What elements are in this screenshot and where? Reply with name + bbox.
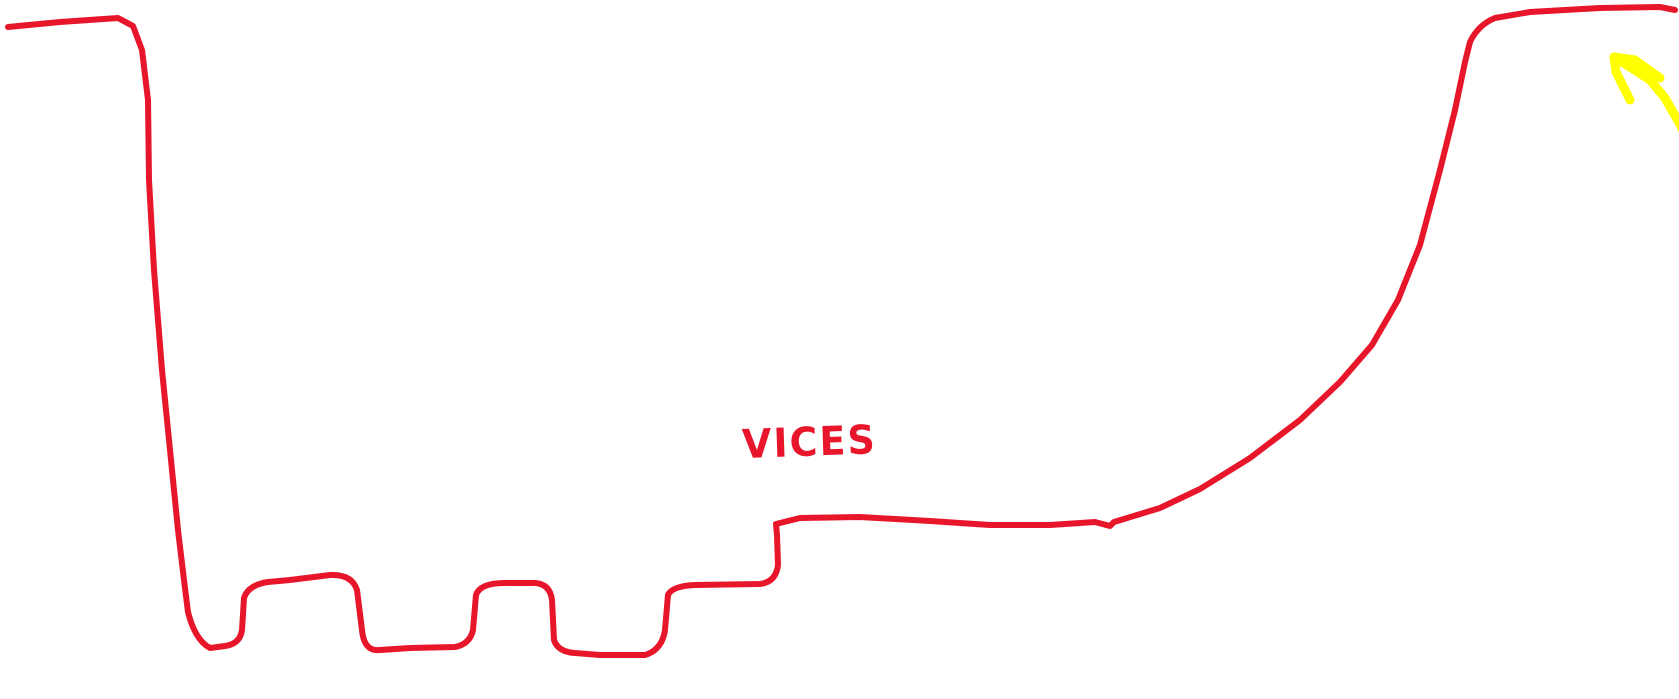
vices-label: VICES	[741, 416, 878, 468]
arrow-head	[1609, 52, 1665, 105]
red-profile-line	[5, 4, 1678, 658]
arrow-up-left-icon	[1609, 52, 1679, 133]
arrow-shaft	[1617, 57, 1679, 133]
